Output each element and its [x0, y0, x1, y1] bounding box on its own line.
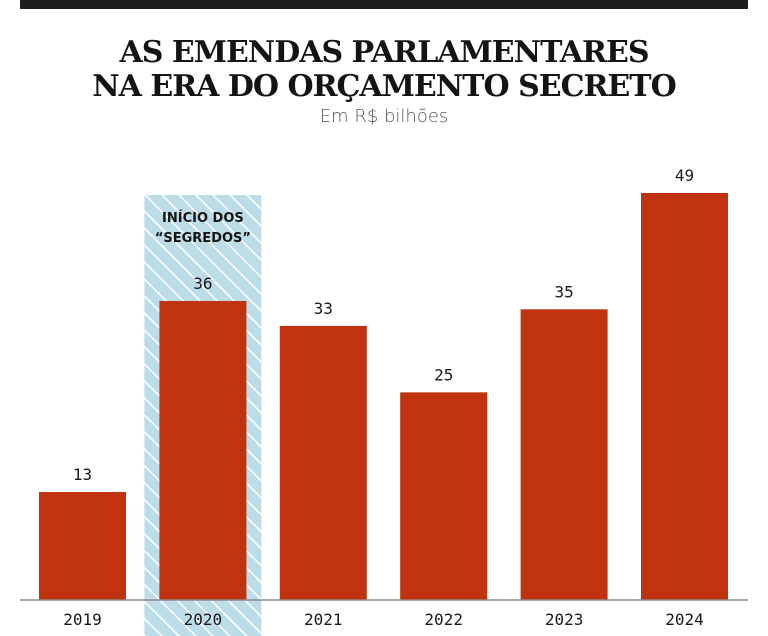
chart-title-line-1: AS EMENDAS PARLAMENTARES: [119, 35, 649, 70]
value-label-2020: 36: [193, 274, 212, 293]
highlight-label-line-1: INÍCIO DOS: [162, 210, 244, 226]
value-label-2022: 25: [434, 365, 453, 384]
bar-2019: [39, 492, 126, 600]
x-tick-label-2022: 2022: [424, 610, 463, 629]
value-label-2024: 49: [675, 166, 694, 185]
value-label-2023: 35: [554, 282, 573, 301]
bar-2021: [279, 325, 367, 600]
x-tick-label-2019: 2019: [63, 610, 102, 629]
chart-title-line-2: NA ERA DO ORÇAMENTO SECRETO: [92, 69, 677, 104]
highlight-label-line-2: “SEGREDOS”: [155, 231, 251, 246]
bar-2024: [641, 193, 728, 600]
chart-subtitle: Em R$ bilhões: [319, 106, 449, 127]
bar-2023: [520, 309, 608, 600]
x-tick-label-2024: 2024: [665, 610, 704, 629]
bar-2022: [400, 392, 488, 600]
value-label-2019: 13: [73, 465, 92, 484]
x-tick-label-2020: 2020: [184, 610, 223, 629]
value-label-2021: 33: [314, 299, 333, 318]
bar-2020: [159, 300, 247, 600]
x-tick-label-2023: 2023: [545, 610, 584, 629]
top-rule: [20, 0, 748, 9]
x-tick-label-2021: 2021: [304, 610, 343, 629]
